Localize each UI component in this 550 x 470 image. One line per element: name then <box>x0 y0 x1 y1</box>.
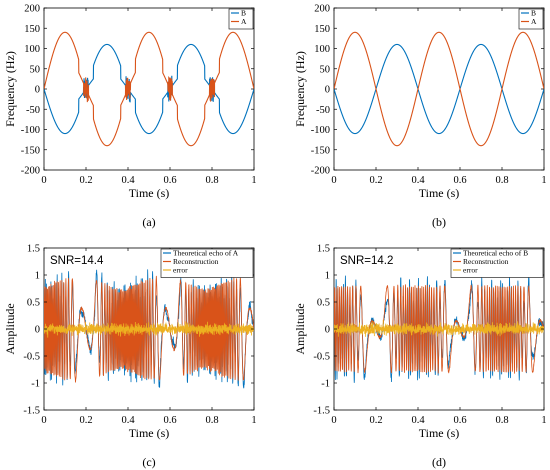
legend-entry: error <box>463 266 478 275</box>
x-axis-label: Time (s) <box>129 186 170 200</box>
legend-entry: error <box>173 266 188 275</box>
y-tick-label: 100 <box>314 44 330 55</box>
series-line-error <box>44 321 254 338</box>
y-axis-label: Amplitude <box>293 303 307 354</box>
series-line-error <box>334 319 544 337</box>
x-tick-label: 0.4 <box>121 415 135 426</box>
legend-entry: Theoretical echo of B <box>463 249 528 258</box>
legend: BA <box>518 9 544 30</box>
y-tick-label: 100 <box>24 44 40 55</box>
x-tick-label: 0 <box>41 175 46 186</box>
y-tick-label: 50 <box>320 64 331 75</box>
series-line-reconstruction <box>44 275 254 383</box>
series-line-a <box>334 31 544 147</box>
series-line-b <box>334 43 544 135</box>
y-tick-label: -1 <box>31 379 40 390</box>
y-tick-label: -200 <box>21 166 40 177</box>
y-tick-label: 0.5 <box>27 298 40 309</box>
y-tick-label: -1.5 <box>313 406 330 417</box>
y-tick-label: -50 <box>26 105 40 116</box>
series-line-a <box>44 31 254 147</box>
x-tick-label: 0.6 <box>453 415 466 426</box>
panel-c: 0 0.2 0.4 0.6 0.8 1 1.5 1 0.5 0 -0.5 -1 -1.5 Time (s)… <box>3 244 257 470</box>
x-tick-label: 0.2 <box>369 175 382 186</box>
x-axis-label: Time (s) <box>129 426 170 440</box>
y-tick-label: -1.5 <box>23 406 40 417</box>
y-tick-label: 0 <box>35 325 40 336</box>
x-tick-label: 0.4 <box>121 175 135 186</box>
y-tick-label: -0.5 <box>313 352 330 363</box>
y-tick-label: -0.5 <box>23 352 40 363</box>
x-tick-label: 0.2 <box>79 175 92 186</box>
legend-entry: Theoretical echo of A <box>173 249 239 258</box>
y-axis-label: Frequency (Hz) <box>293 51 307 127</box>
y-tick-label: -50 <box>316 105 330 116</box>
legend-entry: A <box>531 17 537 26</box>
legend: BA <box>228 9 254 30</box>
panel-a: 0 0.2 0.4 0.6 0.8 1 200 150 100 50 0 -50 -100 -150 -20… <box>3 4 257 230</box>
y-tick-label: 0 <box>325 325 330 336</box>
x-tick-label: 1 <box>541 175 546 186</box>
y-tick-label: 1 <box>325 271 330 282</box>
y-tick-label: 50 <box>30 64 41 75</box>
y-tick-label: -100 <box>21 125 40 136</box>
panel-label: (a) <box>142 215 155 229</box>
x-tick-label: 0.4 <box>411 415 425 426</box>
y-axis-label: Frequency (Hz) <box>3 51 17 127</box>
legend-entry: B <box>241 9 246 18</box>
y-tick-label: 0 <box>325 85 330 96</box>
plot-frame <box>43 7 255 171</box>
x-tick-label: 0 <box>41 415 46 426</box>
x-tick-label: 0.4 <box>411 175 425 186</box>
x-axis-label: Time (s) <box>419 186 460 200</box>
y-tick-label: -100 <box>311 125 330 136</box>
x-tick-label: 0.6 <box>453 175 466 186</box>
x-tick-label: 1 <box>251 175 256 186</box>
x-tick-label: 0.2 <box>79 415 92 426</box>
x-tick-label: 0.8 <box>495 415 508 426</box>
x-tick-label: 0.8 <box>205 175 218 186</box>
y-axis-label: Amplitude <box>3 303 17 354</box>
x-tick-label: 0 <box>331 415 336 426</box>
x-tick-label: 1 <box>251 415 256 426</box>
x-axis-label: Time (s) <box>419 426 460 440</box>
x-tick-label: 0.6 <box>163 175 176 186</box>
x-tick-label: 0.2 <box>369 415 382 426</box>
y-tick-label: -1 <box>321 379 330 390</box>
panel-d: 0 0.2 0.4 0.6 0.8 1 1.5 1 0.5 0 -0.5 -1 -1.5 Time (s)… <box>293 244 547 470</box>
legend-entry: B <box>531 9 536 18</box>
legend-entry: Reconstruction <box>463 257 509 266</box>
y-tick-label: 200 <box>314 4 330 15</box>
panel-label: (d) <box>432 455 446 469</box>
snr-annotation: SNR=14.2 <box>340 255 393 267</box>
y-tick-label: -150 <box>311 145 330 156</box>
legend-entry: A <box>241 17 247 26</box>
y-tick-label: 200 <box>24 4 40 15</box>
y-tick-label: 150 <box>314 24 330 35</box>
y-tick-label: 1.5 <box>317 244 330 255</box>
panel-label: (c) <box>142 455 155 469</box>
series-line-b <box>44 43 254 135</box>
y-tick-label: -150 <box>21 145 40 156</box>
panel-label: (b) <box>432 215 446 229</box>
y-tick-label: -200 <box>311 166 330 177</box>
y-tick-label: 150 <box>24 24 40 35</box>
panel-b: 0 0.2 0.4 0.6 0.8 1 200 150 100 50 0 -50 -100 -150 -20… <box>293 4 547 230</box>
x-tick-label: 1 <box>541 415 546 426</box>
y-tick-label: 0.5 <box>317 298 330 309</box>
y-tick-label: 1.5 <box>27 244 40 255</box>
x-tick-label: 0.6 <box>163 415 176 426</box>
x-tick-label: 0.8 <box>205 415 218 426</box>
x-tick-label: 0.8 <box>495 175 508 186</box>
y-tick-label: 1 <box>35 271 40 282</box>
legend-entry: Reconstruction <box>173 257 219 266</box>
y-tick-label: 0 <box>35 85 40 96</box>
x-tick-label: 0 <box>331 175 336 186</box>
snr-annotation: SNR=14.4 <box>50 255 104 267</box>
